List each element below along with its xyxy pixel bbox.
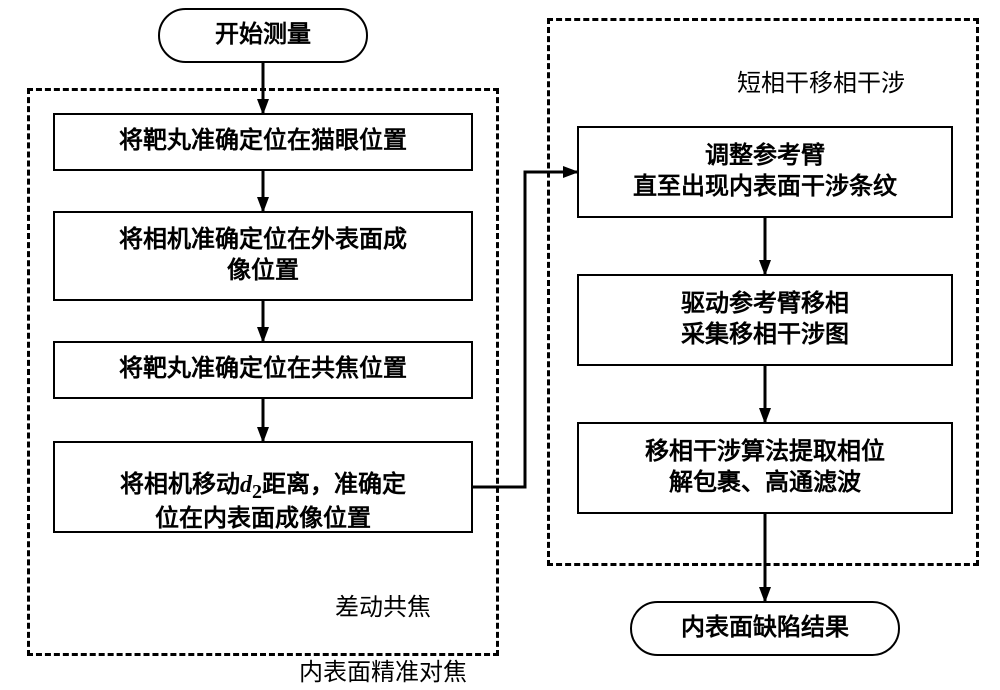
start-node: 开始测量 [158, 8, 368, 63]
left-step-1: 将靶丸准确定位在猫眼位置 [53, 113, 473, 171]
left-step-2: 将相机准确定位在外表面成 像位置 [53, 211, 473, 301]
left-group-caption: 差动共焦 内表面精准对焦 [278, 560, 488, 690]
right-step-3-label: 移相干涉算法提取相位 解包裹、高通滤波 [645, 437, 885, 499]
left-step-1-label: 将靶丸准确定位在猫眼位置 [119, 126, 407, 157]
right-step-3: 移相干涉算法提取相位 解包裹、高通滤波 [577, 422, 953, 514]
left-caption-line1: 差动共焦 [335, 595, 431, 621]
left-step-4: 将相机移动d2距离，准确定 位在内表面成像位置 [53, 441, 473, 533]
left-step-4-label: 将相机移动d2距离，准确定 位在内表面成像位置 [120, 438, 406, 535]
left-caption-line2: 内表面精准对焦 [299, 660, 467, 686]
right-step-2-label: 驱动参考臂移相 采集移相干涉图 [681, 289, 849, 351]
right-step-1-label: 调整参考臂 直至出现内表面干涉条纹 [633, 141, 897, 203]
left-step-3-label: 将靶丸准确定位在共焦位置 [119, 354, 407, 385]
right-caption-line1: 短相干移相干涉 [737, 71, 905, 97]
end-node: 内表面缺陷结果 [630, 601, 900, 656]
right-step-2: 驱动参考臂移相 采集移相干涉图 [577, 274, 953, 366]
right-step-1: 调整参考臂 直至出现内表面干涉条纹 [577, 126, 953, 218]
end-label: 内表面缺陷结果 [681, 613, 849, 644]
left-step-3: 将靶丸准确定位在共焦位置 [53, 341, 473, 399]
left-step-2-label: 将相机准确定位在外表面成 像位置 [119, 225, 407, 287]
start-label: 开始测量 [215, 20, 311, 51]
